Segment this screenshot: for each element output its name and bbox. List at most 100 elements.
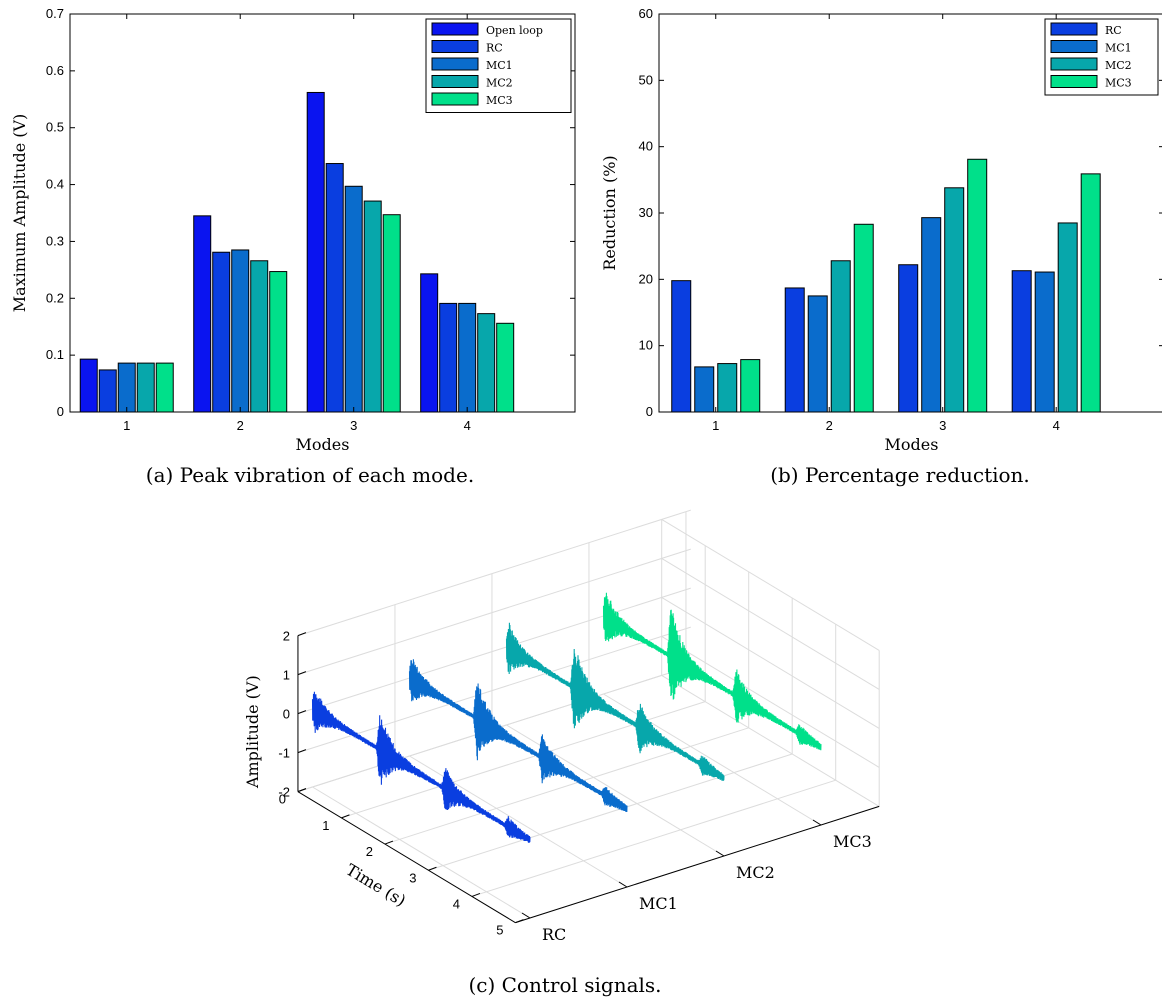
x-axis-label: Modes xyxy=(885,435,939,454)
time-tick-label: 0 xyxy=(279,792,286,807)
grid-line xyxy=(471,779,836,897)
bar-mc3-mode-4 xyxy=(496,322,515,413)
x-tick-label: 3 xyxy=(350,418,357,433)
y-tick-label: 0.6 xyxy=(46,63,64,78)
bar-mc2-mode-1 xyxy=(717,363,738,413)
bar-mc3-mode-1 xyxy=(155,362,174,413)
bar-mc1-mode-1 xyxy=(694,366,715,413)
amplitude-tick-mark xyxy=(297,749,307,754)
time-tick-label: 1 xyxy=(322,818,329,833)
y-tick-label: 60 xyxy=(639,6,653,21)
bar-mc3-mode-2 xyxy=(269,271,288,413)
bar-rc-mode-3 xyxy=(325,163,344,413)
x-tick-label: 1 xyxy=(123,418,130,433)
x-tick-label: 1 xyxy=(712,418,719,433)
legend-swatch-mc1 xyxy=(431,57,479,71)
legend-swatch-mc3 xyxy=(431,92,479,106)
bar-open-loop-mode-4 xyxy=(420,273,439,413)
legend-swatch-rc xyxy=(1050,22,1098,36)
grid-line xyxy=(297,626,691,754)
y-tick-label: 0.3 xyxy=(46,233,64,248)
legend-label-mc2: MC2 xyxy=(486,77,513,90)
amplitude-tick-label: 2 xyxy=(283,629,290,644)
category-tick-label: RC xyxy=(542,925,566,944)
y-tick-label: 40 xyxy=(639,139,653,154)
time-tick-mark xyxy=(428,866,437,871)
bar-mc2-mode-3 xyxy=(363,200,382,413)
legend-label-mc1: MC1 xyxy=(486,59,513,72)
amplitude-axis-label: Amplitude (V) xyxy=(243,675,262,789)
category-tick-mark xyxy=(715,850,725,857)
bar-mc2-mode-4 xyxy=(1057,222,1078,413)
time-tick-label: 5 xyxy=(496,923,503,938)
grid-line xyxy=(661,596,880,729)
bar-rc-mode-2 xyxy=(784,287,805,413)
legend-swatch-rc xyxy=(431,40,479,53)
amplitude-tick-mark xyxy=(297,710,307,715)
y-tick-label: 0.5 xyxy=(46,120,64,135)
bar-mc1-mode-1 xyxy=(117,362,136,413)
signal-line-mc1 xyxy=(408,659,628,813)
grid-line xyxy=(506,724,725,857)
grid-line xyxy=(661,674,880,807)
y-tick-label: 20 xyxy=(639,271,653,286)
legend-swatch-mc2 xyxy=(431,75,479,88)
category-tick-mark xyxy=(812,819,822,826)
category-tick-mark xyxy=(521,912,531,919)
legend-label-mc2: MC2 xyxy=(1105,59,1132,72)
bar-rc-mode-4 xyxy=(439,302,458,413)
grid-line xyxy=(297,509,691,637)
x-tick-label: 3 xyxy=(939,418,946,433)
category-axis xyxy=(515,805,880,924)
grid-line xyxy=(297,548,691,676)
category-tick-label: MC3 xyxy=(833,832,872,851)
category-tick-mark xyxy=(618,881,628,888)
bar-mc3-mode-3 xyxy=(967,158,988,413)
time-tick-label: 2 xyxy=(366,844,373,859)
grid-line xyxy=(661,635,880,768)
y-tick-label: 0.4 xyxy=(46,177,64,192)
grid-line xyxy=(384,727,749,845)
x-tick-label: 4 xyxy=(464,418,471,433)
amplitude-tick-label: -1 xyxy=(278,746,290,761)
y-tick-label: 0.2 xyxy=(46,290,64,305)
bar-mc1-mode-2 xyxy=(231,249,250,413)
bar-mc2-mode-3 xyxy=(944,187,965,413)
bar-rc-mode-1 xyxy=(671,280,692,413)
bar-mc2-mode-1 xyxy=(136,362,155,413)
bar-mc3-mode-4 xyxy=(1080,173,1101,413)
bar-mc3-mode-1 xyxy=(740,359,761,413)
amplitude-tick-mark xyxy=(297,632,307,637)
bar-mc2-mode-4 xyxy=(477,313,496,413)
y-tick-label: 0.7 xyxy=(46,6,64,21)
amplitude-tick-label: -2 xyxy=(278,785,290,800)
legend-swatch-mc2 xyxy=(1050,57,1098,71)
y-axis-label: Maximum Amplitude (V) xyxy=(10,114,29,313)
time-tick-mark xyxy=(384,840,394,845)
x-tick-label: 2 xyxy=(237,418,244,433)
legend-label-open-loop: Open loop xyxy=(486,24,543,37)
time-tick-label: 3 xyxy=(409,870,416,885)
grid-line xyxy=(312,786,531,919)
bar-open-loop-mode-2 xyxy=(193,215,212,413)
bar-rc-mode-1 xyxy=(98,369,117,413)
bar-mc1-mode-4 xyxy=(1034,271,1055,413)
legend-label-mc3: MC3 xyxy=(1105,77,1132,90)
x-axis-label: Modes xyxy=(296,435,350,454)
bar-mc1-mode-3 xyxy=(921,217,942,413)
time-tick-mark xyxy=(515,919,524,924)
grid-line xyxy=(297,587,691,715)
y-axis-label: Reduction (%) xyxy=(600,155,619,270)
signal-line-rc xyxy=(311,691,531,843)
time-axis-label: Time (s) xyxy=(343,860,410,910)
bar-mc3-mode-2 xyxy=(853,223,874,413)
category-tick-label: MC2 xyxy=(736,863,775,882)
x-tick-label: 2 xyxy=(826,418,833,433)
category-tick-label: MC1 xyxy=(639,894,678,913)
bar-mc2-mode-2 xyxy=(830,260,851,413)
time-axis xyxy=(297,791,516,924)
grid-line xyxy=(661,518,880,651)
amplitude-tick-label: 0 xyxy=(283,707,290,722)
legend-swatch-mc1 xyxy=(1050,40,1098,53)
